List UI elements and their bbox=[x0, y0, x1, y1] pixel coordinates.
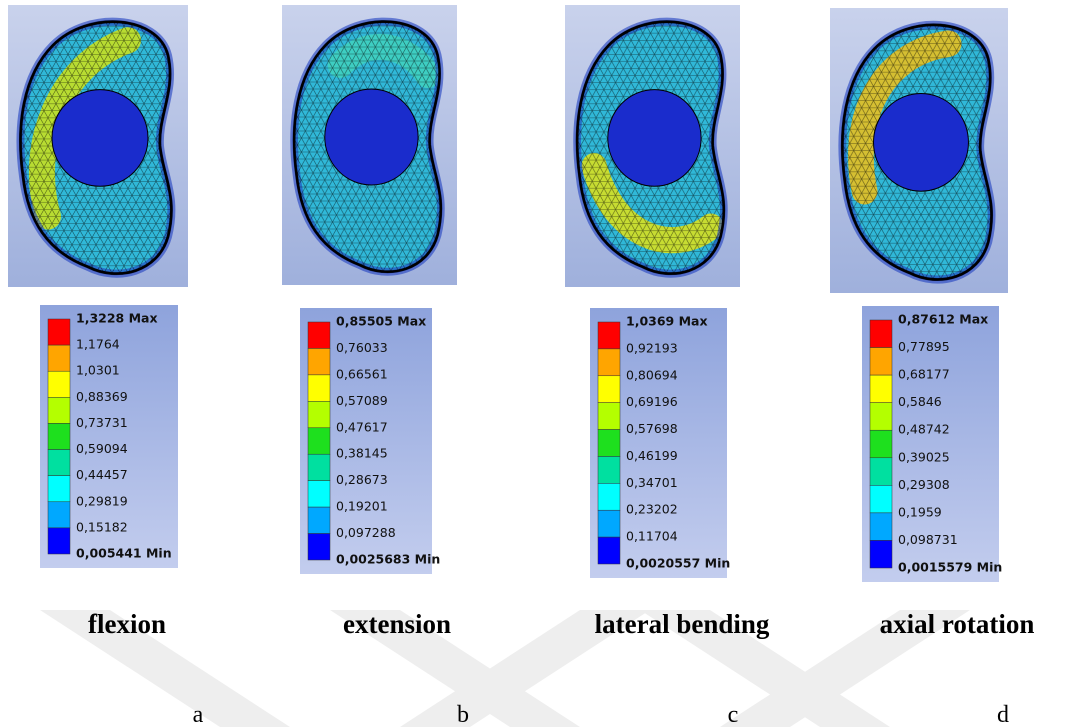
legend-label: 0,88369 bbox=[76, 389, 128, 404]
legend-label: 0,85505 Max bbox=[336, 314, 426, 329]
legend-swatch bbox=[870, 348, 892, 376]
legend-swatch bbox=[308, 401, 330, 427]
panel-letter: c bbox=[728, 702, 739, 727]
panel-letter: b bbox=[457, 702, 469, 727]
legend-swatch bbox=[48, 528, 70, 554]
watermark bbox=[40, 610, 970, 727]
legend-swatch bbox=[598, 456, 620, 483]
legend-label: 0,23202 bbox=[626, 502, 678, 517]
legend-swatch bbox=[48, 345, 70, 371]
legend-label: 0,005441 Min bbox=[76, 546, 172, 561]
legend-label: 1,0301 bbox=[76, 363, 120, 378]
legend-label: 1,3228 Max bbox=[76, 311, 158, 326]
legend-swatch bbox=[870, 403, 892, 431]
legend: 1,3228 Max 1,1764 1,0301 0,88369 0,73731 0,59… bbox=[40, 305, 178, 568]
legend-swatch bbox=[598, 537, 620, 564]
legend-swatch bbox=[48, 319, 70, 345]
figure: 1,3228 Max 1,1764 1,0301 0,88369 0,73731 0,59… bbox=[0, 0, 1083, 727]
legend-label: 0,77895 bbox=[898, 339, 950, 354]
legend-swatch bbox=[870, 320, 892, 348]
legend-swatch bbox=[308, 322, 330, 348]
legend-swatch bbox=[870, 540, 892, 568]
result-image bbox=[8, 5, 188, 287]
legend-swatch bbox=[598, 322, 620, 349]
legend-label: 0,34701 bbox=[626, 475, 678, 490]
legend-swatch bbox=[870, 430, 892, 458]
legend-swatch bbox=[308, 375, 330, 401]
legend-swatch bbox=[308, 534, 330, 560]
core bbox=[874, 94, 969, 192]
legend-label: 0,66561 bbox=[336, 366, 388, 381]
result-image bbox=[830, 8, 1008, 293]
legend-swatch bbox=[598, 430, 620, 457]
legend-label: 0,47617 bbox=[336, 419, 388, 434]
legend-label: 0,0015579 Min bbox=[898, 560, 1002, 575]
caption: lateral bending bbox=[595, 609, 770, 639]
core bbox=[608, 90, 701, 187]
legend-label: 0,46199 bbox=[626, 448, 678, 463]
caption: extension bbox=[343, 609, 451, 639]
legend-label: 0,59094 bbox=[76, 441, 128, 456]
legend-swatch bbox=[870, 513, 892, 541]
panel-letter: d bbox=[997, 702, 1009, 727]
legend-label: 0,29308 bbox=[898, 477, 950, 492]
legend: 0,87612 Max 0,77895 0,68177 0,5846 0,48742 0,… bbox=[862, 306, 1002, 582]
legend-label: 0,80694 bbox=[626, 367, 678, 382]
legend-label: 0,48742 bbox=[898, 422, 950, 437]
core bbox=[325, 89, 418, 185]
legend-label: 0,76033 bbox=[336, 340, 388, 355]
legend-label: 0,19201 bbox=[336, 499, 388, 514]
legend: 0,85505 Max 0,76033 0,66561 0,57089 0,47617 0… bbox=[300, 308, 440, 574]
legend-swatch bbox=[48, 450, 70, 476]
legend-label: 0,38145 bbox=[336, 446, 388, 461]
caption: axial rotation bbox=[880, 609, 1035, 639]
legend-label: 0,097288 bbox=[336, 525, 396, 540]
legend-label: 0,87612 Max bbox=[898, 312, 988, 327]
legend-label: 0,57089 bbox=[336, 393, 388, 408]
legend-label: 0,11704 bbox=[626, 529, 678, 544]
legend: 1,0369 Max 0,92193 0,80694 0,69196 0,57698 0,… bbox=[590, 308, 730, 578]
legend-swatch bbox=[598, 403, 620, 430]
core bbox=[52, 90, 148, 187]
legend-swatch bbox=[870, 458, 892, 486]
legend-label: 0,39025 bbox=[898, 449, 950, 464]
legend-swatch bbox=[308, 454, 330, 480]
legend-swatch bbox=[598, 483, 620, 510]
legend-swatch bbox=[308, 428, 330, 454]
legend-label: 0,5846 bbox=[898, 394, 942, 409]
legend-swatch bbox=[48, 397, 70, 423]
legend-swatch bbox=[598, 376, 620, 403]
figure-canvas: 1,3228 Max 1,1764 1,0301 0,88369 0,73731 0,59… bbox=[0, 0, 1083, 727]
legend-label: 0,0025683 Min bbox=[336, 552, 440, 567]
result-image bbox=[282, 5, 457, 285]
legend-label: 0,1959 bbox=[898, 504, 942, 519]
panel-letter: a bbox=[193, 702, 204, 727]
result-image bbox=[565, 5, 740, 287]
legend-label: 0,15182 bbox=[76, 519, 128, 534]
legend-label: 1,0369 Max bbox=[626, 314, 708, 329]
legend-swatch bbox=[48, 371, 70, 397]
caption: flexion bbox=[88, 609, 166, 639]
legend-swatch bbox=[48, 476, 70, 502]
legend-label: 0,69196 bbox=[626, 394, 678, 409]
legend-label: 0,0020557 Min bbox=[626, 556, 730, 571]
legend-label: 0,73731 bbox=[76, 415, 128, 430]
legend-swatch bbox=[308, 348, 330, 374]
legend-label: 0,57698 bbox=[626, 421, 678, 436]
legend-swatch bbox=[48, 423, 70, 449]
legend-label: 0,28673 bbox=[336, 472, 388, 487]
legend-label: 0,44457 bbox=[76, 467, 128, 482]
legend-swatch bbox=[48, 502, 70, 528]
legend-label: 0,29819 bbox=[76, 493, 128, 508]
legend-label: 0,92193 bbox=[626, 340, 678, 355]
legend-label: 0,68177 bbox=[898, 367, 950, 382]
legend-swatch bbox=[308, 507, 330, 533]
legend-label: 0,098731 bbox=[898, 532, 958, 547]
legend-swatch bbox=[598, 510, 620, 537]
legend-swatch bbox=[598, 349, 620, 376]
legend-swatch bbox=[308, 481, 330, 507]
legend-label: 1,1764 bbox=[76, 337, 120, 352]
legend-swatch bbox=[870, 485, 892, 513]
legend-swatch bbox=[870, 375, 892, 403]
